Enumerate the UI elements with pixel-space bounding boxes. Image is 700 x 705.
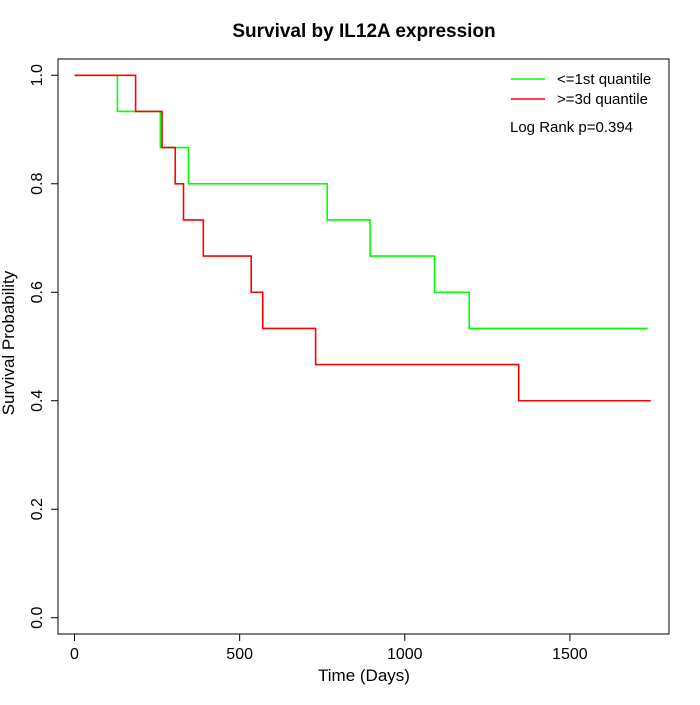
y-axis-label: Survival Probability <box>0 270 18 415</box>
y-tick-label: 0.8 <box>29 173 46 195</box>
legend-label-0: <=1st quantile <box>557 71 651 88</box>
series-line-1 <box>74 74 651 402</box>
x-axis: 0 500 1000 1500 <box>70 633 588 663</box>
y-tick-label: 1.0 <box>29 64 46 86</box>
legend: <=1st quantile >=3d quantile <box>511 71 651 108</box>
series-layer <box>74 74 651 402</box>
log-rank-annotation: Log Rank p=0.394 <box>510 119 633 136</box>
x-axis-label: Time (Days) <box>318 666 410 685</box>
legend-label-1: >=3d quantile <box>557 91 648 108</box>
x-tick-label: 1500 <box>552 646 588 663</box>
x-tick-label: 0 <box>70 646 79 663</box>
y-axis: 0.0 0.2 0.4 0.6 0.8 1.0 <box>29 64 59 629</box>
x-tick-label: 1000 <box>387 646 423 663</box>
y-tick-label: 0.0 <box>29 607 46 629</box>
chart-title: Survival by IL12A expression <box>232 21 495 42</box>
y-tick-label: 0.2 <box>29 498 46 520</box>
y-tick-label: 0.4 <box>29 390 46 412</box>
y-tick-label: 0.6 <box>29 281 46 303</box>
x-tick-label: 500 <box>226 646 253 663</box>
